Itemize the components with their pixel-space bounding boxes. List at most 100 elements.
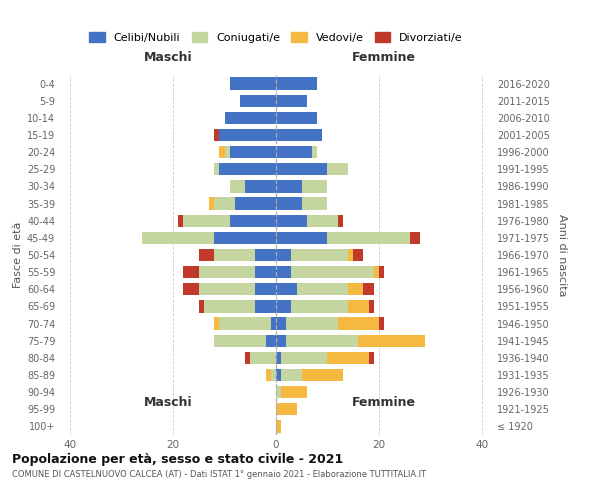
Bar — [276, 146, 312, 158]
Bar — [245, 180, 276, 192]
Bar — [250, 352, 276, 364]
Bar — [276, 369, 281, 381]
Bar — [276, 283, 296, 296]
Bar — [276, 112, 317, 124]
Bar — [379, 266, 384, 278]
Bar — [256, 300, 276, 312]
Bar — [328, 232, 410, 244]
Bar — [214, 129, 220, 141]
Bar — [328, 352, 368, 364]
Bar — [410, 232, 420, 244]
Bar — [276, 198, 302, 209]
Bar — [302, 180, 328, 192]
Bar — [256, 283, 276, 296]
Bar — [276, 420, 281, 432]
Y-axis label: Anni di nascita: Anni di nascita — [557, 214, 566, 296]
Bar — [214, 318, 220, 330]
Bar — [214, 163, 220, 175]
Bar — [276, 403, 296, 415]
Bar — [281, 369, 302, 381]
Bar — [271, 369, 276, 381]
Bar — [224, 146, 230, 158]
Bar — [266, 369, 271, 381]
Bar — [302, 369, 343, 381]
Bar — [276, 318, 286, 330]
Bar — [348, 300, 368, 312]
Bar — [338, 214, 343, 227]
Bar — [292, 300, 348, 312]
Bar — [276, 78, 317, 90]
Bar — [328, 163, 348, 175]
Bar — [220, 129, 276, 141]
Bar — [374, 266, 379, 278]
Text: Maschi: Maschi — [143, 51, 193, 64]
Bar — [296, 283, 348, 296]
Bar — [276, 300, 292, 312]
Bar — [276, 386, 281, 398]
Bar — [266, 334, 276, 347]
Bar — [348, 249, 353, 261]
Bar — [224, 112, 276, 124]
Bar — [353, 249, 364, 261]
Bar — [230, 180, 245, 192]
Bar — [271, 318, 276, 330]
Bar — [142, 232, 214, 244]
Text: Femmine: Femmine — [352, 396, 416, 408]
Bar — [276, 249, 292, 261]
Bar — [276, 214, 307, 227]
Bar — [338, 318, 379, 330]
Bar — [245, 352, 250, 364]
Bar — [256, 266, 276, 278]
Legend: Celibi/Nubili, Coniugati/e, Vedovi/e, Divorziati/e: Celibi/Nubili, Coniugati/e, Vedovi/e, Di… — [87, 30, 465, 46]
Bar — [178, 214, 184, 227]
Bar — [312, 146, 317, 158]
Text: Femmine: Femmine — [352, 51, 416, 64]
Bar — [276, 129, 322, 141]
Bar — [240, 94, 276, 107]
Bar — [184, 266, 199, 278]
Bar — [276, 266, 292, 278]
Bar — [379, 318, 384, 330]
Bar — [199, 283, 256, 296]
Bar — [307, 214, 338, 227]
Bar — [184, 214, 230, 227]
Bar — [286, 334, 358, 347]
Bar — [286, 318, 338, 330]
Bar — [276, 334, 286, 347]
Text: COMUNE DI CASTELNUOVO CALCEA (AT) - Dati ISTAT 1° gennaio 2021 - Elaborazione TU: COMUNE DI CASTELNUOVO CALCEA (AT) - Dati… — [12, 470, 426, 479]
Bar — [276, 163, 328, 175]
Bar — [276, 352, 281, 364]
Bar — [368, 300, 374, 312]
Bar — [358, 334, 425, 347]
Bar — [199, 249, 214, 261]
Bar — [214, 334, 266, 347]
Bar — [256, 249, 276, 261]
Bar — [276, 232, 328, 244]
Bar — [276, 180, 302, 192]
Text: Maschi: Maschi — [143, 396, 193, 408]
Bar — [302, 198, 328, 209]
Bar — [368, 352, 374, 364]
Bar — [230, 78, 276, 90]
Bar — [204, 300, 256, 312]
Bar — [292, 266, 374, 278]
Text: Popolazione per età, sesso e stato civile - 2021: Popolazione per età, sesso e stato civil… — [12, 452, 343, 466]
Bar — [214, 249, 256, 261]
Bar — [220, 163, 276, 175]
Bar — [292, 249, 348, 261]
Bar — [214, 232, 276, 244]
Bar — [276, 94, 307, 107]
Bar — [220, 146, 224, 158]
Bar — [230, 214, 276, 227]
Bar — [281, 352, 328, 364]
Bar — [184, 283, 199, 296]
Bar — [220, 318, 271, 330]
Bar — [199, 300, 204, 312]
Bar — [199, 266, 256, 278]
Bar — [230, 146, 276, 158]
Bar — [235, 198, 276, 209]
Bar — [209, 198, 214, 209]
Bar — [348, 283, 364, 296]
Y-axis label: Fasce di età: Fasce di età — [13, 222, 23, 288]
Bar — [281, 386, 307, 398]
